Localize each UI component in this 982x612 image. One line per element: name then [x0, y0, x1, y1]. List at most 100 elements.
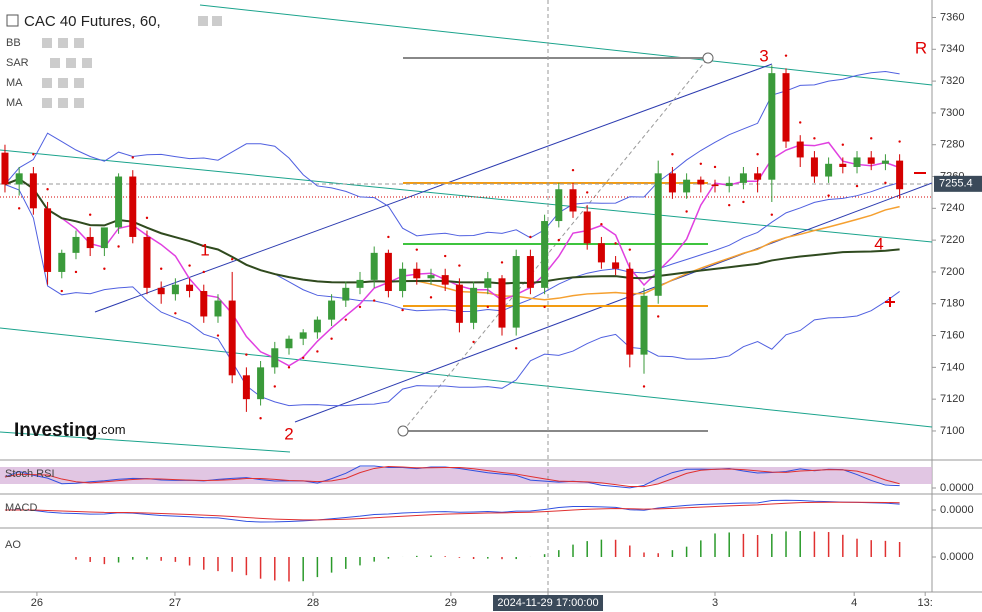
- candle-body: [44, 208, 52, 272]
- candle-body: [72, 236, 80, 253]
- candle-body: [796, 141, 804, 158]
- menu-icon[interactable]: [6, 14, 19, 27]
- candle-body: [271, 348, 279, 368]
- sar-dot: [17, 207, 21, 210]
- sar-dot: [358, 305, 362, 309]
- indicator-label: MA: [6, 77, 23, 89]
- brand-suffix: .com: [97, 422, 125, 437]
- candle-body: [384, 252, 392, 292]
- sar-dot: [543, 305, 546, 309]
- trend-line: [94, 63, 773, 313]
- candle-body: [768, 73, 776, 180]
- indicator-layer: [4, 54, 901, 582]
- candle-body: [569, 189, 577, 212]
- candle-body: [328, 300, 336, 320]
- indicator-line: [4, 501, 900, 521]
- sar-dot: [259, 417, 262, 420]
- sar-dot: [117, 245, 120, 248]
- y-tick-label: 7200: [940, 266, 964, 278]
- sar-dot: [685, 210, 688, 213]
- wave-label: R: [915, 38, 927, 57]
- candle-body: [356, 279, 364, 288]
- sar-dot: [855, 184, 859, 188]
- sar-dot: [529, 235, 532, 239]
- candle-body: [200, 291, 208, 317]
- x-tick-label: 29: [445, 597, 457, 609]
- candle-body: [470, 287, 478, 323]
- candle-body: [484, 278, 492, 288]
- x-tick-label: 26: [31, 597, 43, 609]
- sar-dot: [784, 54, 788, 57]
- indicator-label: BB: [6, 37, 21, 49]
- x-tick-label: 28: [307, 597, 319, 609]
- sar-dot: [600, 223, 603, 226]
- sar-dot: [60, 289, 63, 293]
- brand-name: Investing: [14, 420, 97, 441]
- channel-line: [0, 327, 933, 428]
- icon[interactable]: [198, 16, 208, 26]
- sar-dot: [770, 213, 774, 216]
- candle-body: [413, 268, 421, 279]
- wave-label: 2: [284, 424, 293, 443]
- wave-label: 4: [874, 234, 883, 253]
- candle-body: [725, 182, 733, 187]
- candle-body: [683, 179, 691, 193]
- sar-dot: [415, 248, 418, 251]
- plus-marker: [885, 297, 895, 307]
- y-tick-label: 7320: [940, 75, 964, 87]
- sar-dot: [401, 308, 404, 312]
- sar-dot: [458, 264, 461, 267]
- sar-dot: [74, 270, 78, 274]
- sar-dot: [316, 350, 319, 353]
- sar-dot: [557, 238, 561, 242]
- candle-body: [171, 284, 179, 295]
- x-tick-label: 13:: [918, 597, 933, 609]
- y-tick-label: 7160: [940, 329, 964, 341]
- sar-dot: [657, 315, 660, 318]
- candle-body: [285, 338, 293, 349]
- candle-body: [541, 221, 549, 288]
- indicator-line: [4, 466, 900, 488]
- sar-dot: [713, 165, 717, 169]
- candle-body: [399, 268, 407, 292]
- candle-body: [810, 157, 818, 177]
- y-tick-label: 7340: [940, 43, 964, 55]
- panel-label: Stoch RSI: [5, 468, 55, 480]
- sar-dot: [514, 347, 518, 350]
- x-tick-label: 4: [851, 597, 857, 609]
- candle-body: [143, 236, 151, 288]
- sar-dot: [642, 385, 646, 388]
- sar-dot: [387, 235, 390, 239]
- sar-dot: [671, 153, 674, 156]
- sar-dot: [728, 203, 731, 207]
- candle-body: [853, 157, 861, 167]
- y-tick-label: 0.0000: [940, 551, 974, 563]
- candle-body: [881, 160, 889, 164]
- candle-body: [242, 375, 250, 400]
- candle-body: [1, 152, 9, 185]
- candle-body: [313, 319, 321, 333]
- channel-line: [0, 149, 933, 243]
- y-tick-label: 7180: [940, 298, 964, 310]
- sar-dot: [230, 258, 234, 261]
- price-tag-label: 7255.4: [939, 178, 973, 190]
- icon[interactable]: [212, 16, 222, 26]
- candle-body: [626, 268, 634, 355]
- sar-dot: [202, 270, 205, 274]
- sar-dot: [472, 340, 475, 344]
- sar-dot: [188, 264, 191, 267]
- candle-body: [654, 173, 662, 296]
- sar-dot: [699, 162, 703, 165]
- sar-dot: [586, 191, 589, 194]
- handle: [397, 425, 409, 437]
- candle-body: [427, 275, 435, 279]
- sar-dot: [756, 153, 759, 156]
- crosshair-tag: [493, 595, 604, 611]
- candle-body: [526, 256, 534, 288]
- handle: [702, 52, 714, 64]
- candle-body: [555, 189, 563, 222]
- trend-line: [294, 182, 933, 423]
- sar-dot: [103, 267, 106, 270]
- y-tick-label: 0.0000: [940, 482, 974, 494]
- candle-body: [441, 275, 449, 285]
